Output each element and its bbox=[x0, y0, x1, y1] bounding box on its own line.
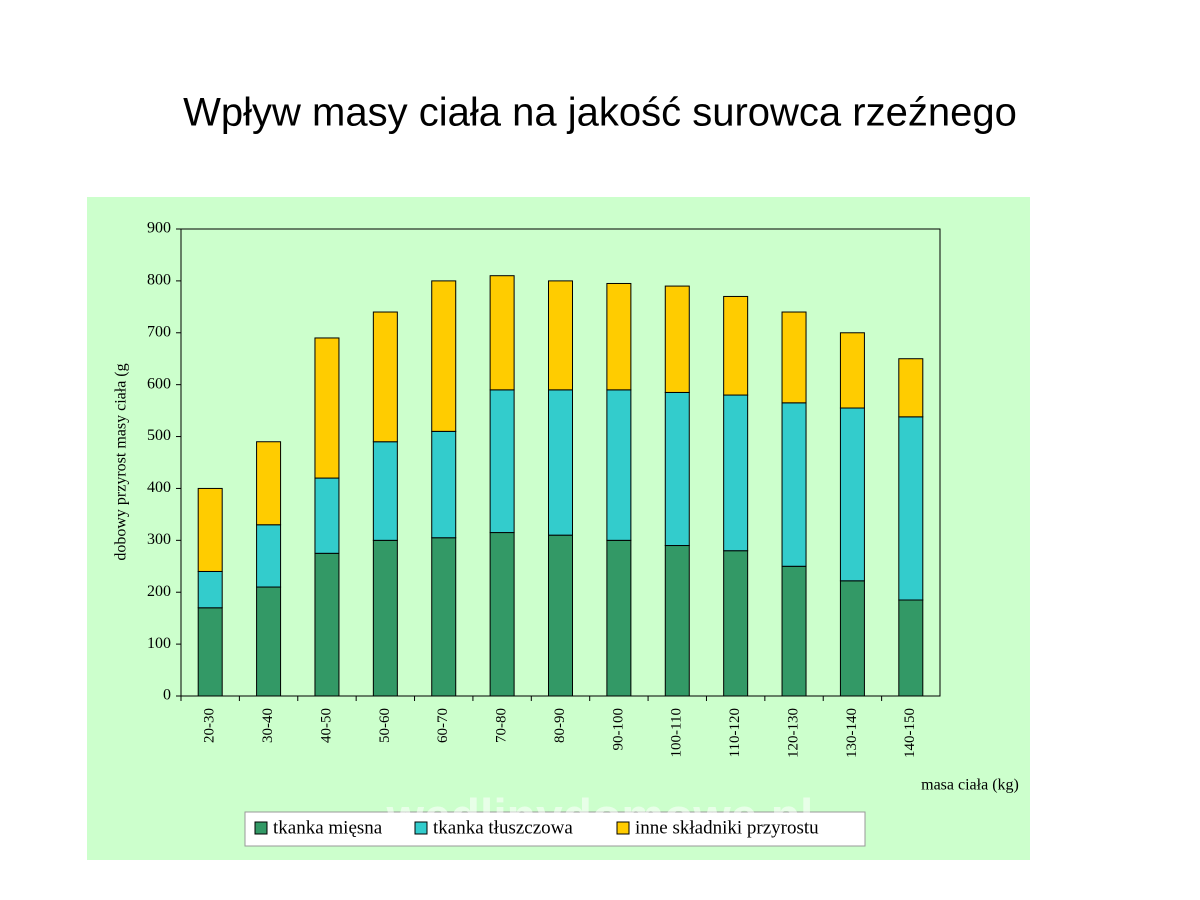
bar-segment bbox=[489, 389, 515, 534]
y-tick-label: 200 bbox=[147, 583, 171, 600]
x-tick-label: 70-80 bbox=[494, 708, 510, 743]
bar-segment bbox=[256, 441, 282, 526]
y-axis-label: dobowy przyrost masy ciała (g bbox=[113, 363, 130, 560]
x-tick-label: 20-30 bbox=[202, 708, 218, 743]
bar-segment bbox=[489, 275, 515, 391]
x-tick-label: 60-70 bbox=[435, 708, 451, 743]
bar-segment bbox=[197, 607, 223, 697]
bar-segment bbox=[548, 389, 573, 536]
bar-segment bbox=[256, 524, 282, 588]
legend-label: inne składniki przyrostu bbox=[635, 817, 819, 838]
bar-segment bbox=[664, 285, 690, 393]
bar-segment bbox=[839, 407, 865, 582]
chart-title: Wpływ masy ciała na jakość surowca rzeźn… bbox=[183, 91, 1017, 135]
x-tick-label: 80-90 bbox=[552, 708, 568, 743]
legend-label: tkanka mięsna bbox=[273, 817, 383, 838]
bar-segment bbox=[197, 570, 223, 609]
legend-label: tkanka tłuszczowa bbox=[433, 817, 573, 838]
bar-segment bbox=[431, 280, 457, 432]
y-tick-label: 800 bbox=[147, 272, 171, 289]
x-tick-label: 110-120 bbox=[727, 708, 743, 757]
bar-segment bbox=[372, 311, 398, 443]
bar-segment bbox=[606, 539, 632, 697]
x-tick-label: 30-40 bbox=[260, 708, 276, 743]
bar-segment bbox=[372, 539, 398, 697]
x-tick-label: 40-50 bbox=[318, 708, 334, 743]
watermark: wedlinydomowe.pl bbox=[386, 791, 814, 844]
bar-segment bbox=[256, 586, 282, 697]
bar-segment bbox=[489, 532, 515, 697]
y-tick-label: 100 bbox=[147, 635, 171, 652]
x-axis-label: masa ciała (kg) bbox=[921, 777, 1019, 794]
bar-segment bbox=[839, 332, 865, 409]
x-tick-label: 50-60 bbox=[377, 708, 393, 743]
y-tick-label: 900 bbox=[147, 220, 171, 237]
bar-segment bbox=[781, 311, 807, 404]
bar-segment bbox=[664, 545, 690, 697]
legend-swatch bbox=[254, 821, 268, 835]
y-tick-label: 0 bbox=[163, 687, 171, 704]
y-tick-label: 300 bbox=[147, 531, 171, 548]
x-tick-label: 130-140 bbox=[844, 708, 860, 758]
bar-segment bbox=[723, 550, 749, 697]
legend-box bbox=[244, 811, 866, 847]
bar-segment bbox=[898, 599, 924, 697]
x-tick-label: 100-110 bbox=[669, 708, 685, 757]
bar-segment bbox=[431, 537, 457, 697]
bar-segment bbox=[548, 534, 573, 697]
y-tick-label: 500 bbox=[147, 427, 171, 444]
bar-segment bbox=[314, 477, 340, 554]
bar-segment bbox=[314, 337, 340, 479]
x-tick-label: 90-100 bbox=[610, 708, 626, 751]
bar-segment bbox=[898, 358, 924, 418]
bar-segment bbox=[898, 416, 924, 601]
y-tick-label: 400 bbox=[147, 479, 171, 496]
bar-segment bbox=[197, 487, 223, 572]
bar-segment bbox=[314, 552, 340, 697]
bar-segment bbox=[664, 391, 690, 547]
bar-segment bbox=[723, 295, 749, 396]
bar-segment bbox=[723, 394, 749, 552]
x-tick-label: 120-130 bbox=[785, 708, 801, 758]
legend-swatch bbox=[414, 821, 428, 835]
bar-segment bbox=[839, 580, 865, 697]
bar-segment bbox=[781, 565, 807, 697]
bar-segment bbox=[431, 430, 457, 539]
bar-segment bbox=[548, 280, 573, 391]
y-tick-label: 700 bbox=[147, 323, 171, 340]
bar-segment bbox=[606, 282, 632, 391]
bar-segment bbox=[372, 441, 398, 541]
legend-swatch bbox=[616, 821, 630, 835]
bar-segment bbox=[606, 389, 632, 541]
x-tick-label: 140-150 bbox=[902, 708, 918, 758]
y-tick-label: 600 bbox=[147, 375, 171, 392]
bar-segment bbox=[781, 402, 807, 567]
